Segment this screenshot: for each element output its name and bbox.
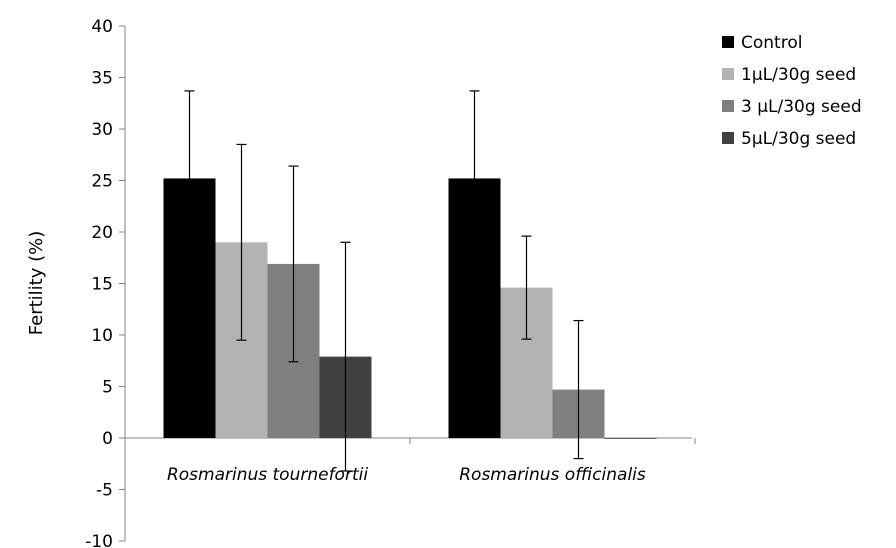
y-tick-label: 15 [91,275,113,295]
x-axis [124,437,696,444]
legend-swatch [722,68,734,80]
legend-label: 5µL/30g seed [741,129,856,149]
legend: Control 1µL/30g seed 3 µL/30g seed 5µL/30g … [722,33,862,149]
legend-swatch [722,36,734,48]
y-tick-label: 10 [91,326,113,346]
category-label: Rosmarinus tournefortii [167,465,368,485]
legend-label: Control [741,33,802,53]
y-tick-label: 25 [91,172,113,192]
y-tick-label: -10 [85,532,113,548]
y-tick-label: 0 [102,429,113,449]
y-tick-label: 40 [91,17,113,37]
y-tick-label: 20 [91,223,113,243]
legend-swatch [722,132,734,144]
legend-label: 1µL/30g seed [741,65,856,85]
y-tick-label: 5 [102,378,113,398]
y-axis-title: Fertility (%) [26,231,47,335]
category-labels: Rosmarinus tournefortii Rosmarinus offici… [167,465,646,485]
y-tick-label: 30 [91,120,113,140]
bar [604,438,657,439]
y-tick-label: 35 [91,69,113,89]
error-bars [184,90,584,472]
bars [163,178,657,439]
category-label: Rosmarinus officinalis [459,465,646,485]
legend-label: 3 µL/30g seed [741,97,862,117]
legend-swatch [722,100,734,112]
y-axis: -10 -5 0 5 10 15 20 25 30 35 40 [85,17,126,548]
y-tick-label: -5 [96,481,113,501]
